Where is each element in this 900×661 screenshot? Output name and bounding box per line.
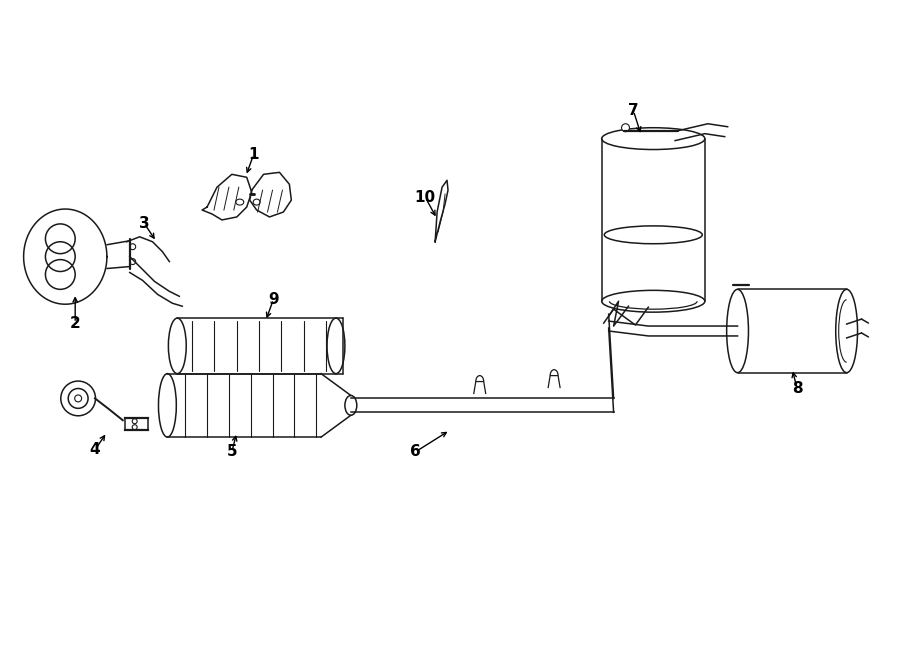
Text: 8: 8 [792, 381, 803, 396]
Circle shape [622, 124, 629, 132]
Text: 9: 9 [268, 292, 279, 307]
Text: 6: 6 [410, 444, 420, 459]
Text: 4: 4 [90, 442, 100, 457]
Text: 10: 10 [415, 190, 436, 205]
Text: 2: 2 [70, 315, 81, 330]
Text: 5: 5 [227, 444, 238, 459]
Text: 7: 7 [628, 103, 639, 118]
Text: 3: 3 [140, 216, 150, 231]
Text: 1: 1 [248, 147, 259, 162]
